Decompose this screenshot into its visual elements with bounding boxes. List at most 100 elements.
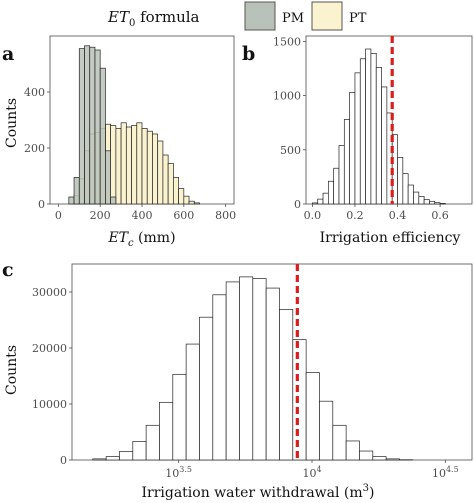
panel-a-bar-pt xyxy=(183,195,190,205)
panel-b-bar xyxy=(434,202,441,205)
panel-a-bar-pt xyxy=(125,126,132,205)
panel-b-ytick-label: 0 xyxy=(294,198,301,211)
panel-c-bar xyxy=(252,278,267,461)
panel-a-bar-pt xyxy=(188,200,195,205)
legend-label-pt: PT xyxy=(349,11,367,26)
panel-a-bar-pt xyxy=(110,125,117,205)
panel-a-bar-pt xyxy=(131,125,138,205)
panel-c-bar xyxy=(305,372,320,461)
panel-b-bar xyxy=(370,52,377,205)
panel-b-ytick-label: 500 xyxy=(280,144,301,157)
panel-c-bar xyxy=(385,458,400,461)
panel-b-bar xyxy=(349,92,356,205)
panel-b-bar xyxy=(429,200,436,205)
panel-a-xtick-label: 600 xyxy=(173,209,194,222)
panel-c-bar xyxy=(372,456,387,461)
panel-c-bar xyxy=(292,339,307,461)
panel-c-bar xyxy=(145,424,160,461)
panel-c-ytick-label: 0 xyxy=(60,454,67,467)
panel-c-bar xyxy=(132,441,147,461)
panel-a-bar-pm xyxy=(94,49,101,205)
legend: ET0 formula PM PT xyxy=(107,1,367,31)
panel-a-bar-pt xyxy=(167,163,174,205)
panel-letter-b: b xyxy=(242,43,255,65)
panel-letter-c: c xyxy=(2,259,14,281)
panel-a-xtick-label: 0 xyxy=(55,209,62,222)
panel-c-xlabel: Irrigation water withdrawal (m3) xyxy=(141,483,374,501)
panel-b-xlabel: Irrigation efficiency xyxy=(320,230,461,246)
panel-b-xtick-label: 0.6 xyxy=(431,209,449,222)
panel-a-bar-pm xyxy=(89,46,96,205)
panel-a-bar-pt xyxy=(162,154,169,205)
panel-b-ytick-label: 1000 xyxy=(273,90,301,103)
panel-b-xtick-label: 0.4 xyxy=(389,209,407,222)
panel-c-bar xyxy=(225,281,240,461)
panel-c-ylabel: Counts xyxy=(4,345,20,395)
panel-a-bar-pm xyxy=(78,48,85,205)
panel-a-bar-pt xyxy=(157,140,164,205)
panel-a-ytick-label: 0 xyxy=(38,198,45,211)
panel-b: Irrigation efficiency 0.0 0.2 0.4 0.6 0 500 10… xyxy=(273,35,473,246)
panel-b-xtick-label: 0.0 xyxy=(304,209,322,222)
panel-c-bar xyxy=(212,294,227,461)
panel-a-ytick-label: 200 xyxy=(24,142,45,155)
panel-c-bar xyxy=(105,456,120,461)
panel-a-bar-pm xyxy=(73,177,80,205)
panel-a-bar-pt xyxy=(115,128,122,205)
panel-c-ytick-label: 30000 xyxy=(32,286,67,299)
panel-a-bar-pt xyxy=(141,128,148,205)
panel-b-bar xyxy=(418,196,425,205)
panel-b-bar xyxy=(338,145,345,205)
panel-a-xtick-label: 200 xyxy=(90,209,111,222)
panel-c-ytick-label: 10000 xyxy=(32,398,67,411)
panel-c-xtick-label: 104.5 xyxy=(432,465,459,480)
panel-b-bar xyxy=(402,173,409,205)
panel-c-bar xyxy=(319,400,334,461)
panel-a-bar-pt xyxy=(178,188,185,205)
panel-c-bar xyxy=(159,401,174,461)
panel-c-xtick-label: 103.5 xyxy=(165,465,192,480)
panel-a-xlabel: ETc (mm) xyxy=(107,230,175,249)
panel-a-bar-pm xyxy=(99,67,106,205)
panel-b-bar xyxy=(375,67,382,205)
panel-b-bar xyxy=(397,157,404,205)
panel-a-bar-pt xyxy=(136,122,143,205)
panel-c-bar xyxy=(172,373,187,461)
panel-c-bar xyxy=(359,450,374,461)
panel-b-bar xyxy=(327,180,335,205)
panel-a-bar-pt xyxy=(152,133,159,205)
panel-a-bar-pt xyxy=(193,202,200,205)
legend-swatch-pt xyxy=(311,1,343,31)
panel-b-bar xyxy=(365,48,372,205)
panel-b-bar xyxy=(359,58,366,205)
legend-title: ET0 formula xyxy=(107,8,200,29)
panel-a-bar-pm xyxy=(68,196,75,205)
panel-a-bar-pm xyxy=(110,196,117,205)
panel-c: Counts Irrigation water withdrawal (m3) … xyxy=(4,263,473,501)
panel-c-bar xyxy=(345,440,360,461)
panel-letter-a: a xyxy=(2,43,14,65)
panel-c-bar xyxy=(239,276,254,461)
panel-c-bar xyxy=(265,287,280,461)
panel-b-bar xyxy=(354,72,361,205)
panel-a-ylabel: Counts xyxy=(4,98,20,148)
panel-a-bar-pm xyxy=(84,45,91,205)
panel-c-bar xyxy=(92,458,107,461)
panel-a-ytick-label: 400 xyxy=(24,86,45,99)
panel-b-bar xyxy=(317,198,324,205)
panel-a-bar-pt xyxy=(173,177,179,205)
panel-b-bar xyxy=(439,203,446,205)
panel-a: Counts ETc (mm) 0 200 400 600 800 0 200 400 xyxy=(4,35,236,249)
panel-b-bar xyxy=(381,86,388,205)
panel-c-bar xyxy=(119,451,134,461)
panel-b-bar xyxy=(407,184,414,205)
panel-b-bar xyxy=(413,191,420,205)
panel-c-bar xyxy=(199,316,214,461)
panel-b-bar xyxy=(322,192,329,205)
legend-label-pm: PM xyxy=(282,11,304,26)
panel-a-xtick-label: 800 xyxy=(215,209,236,222)
panel-b-ytick-label: 1500 xyxy=(273,35,301,48)
legend-swatch-pm xyxy=(244,1,276,31)
panel-b-bar xyxy=(423,199,430,205)
